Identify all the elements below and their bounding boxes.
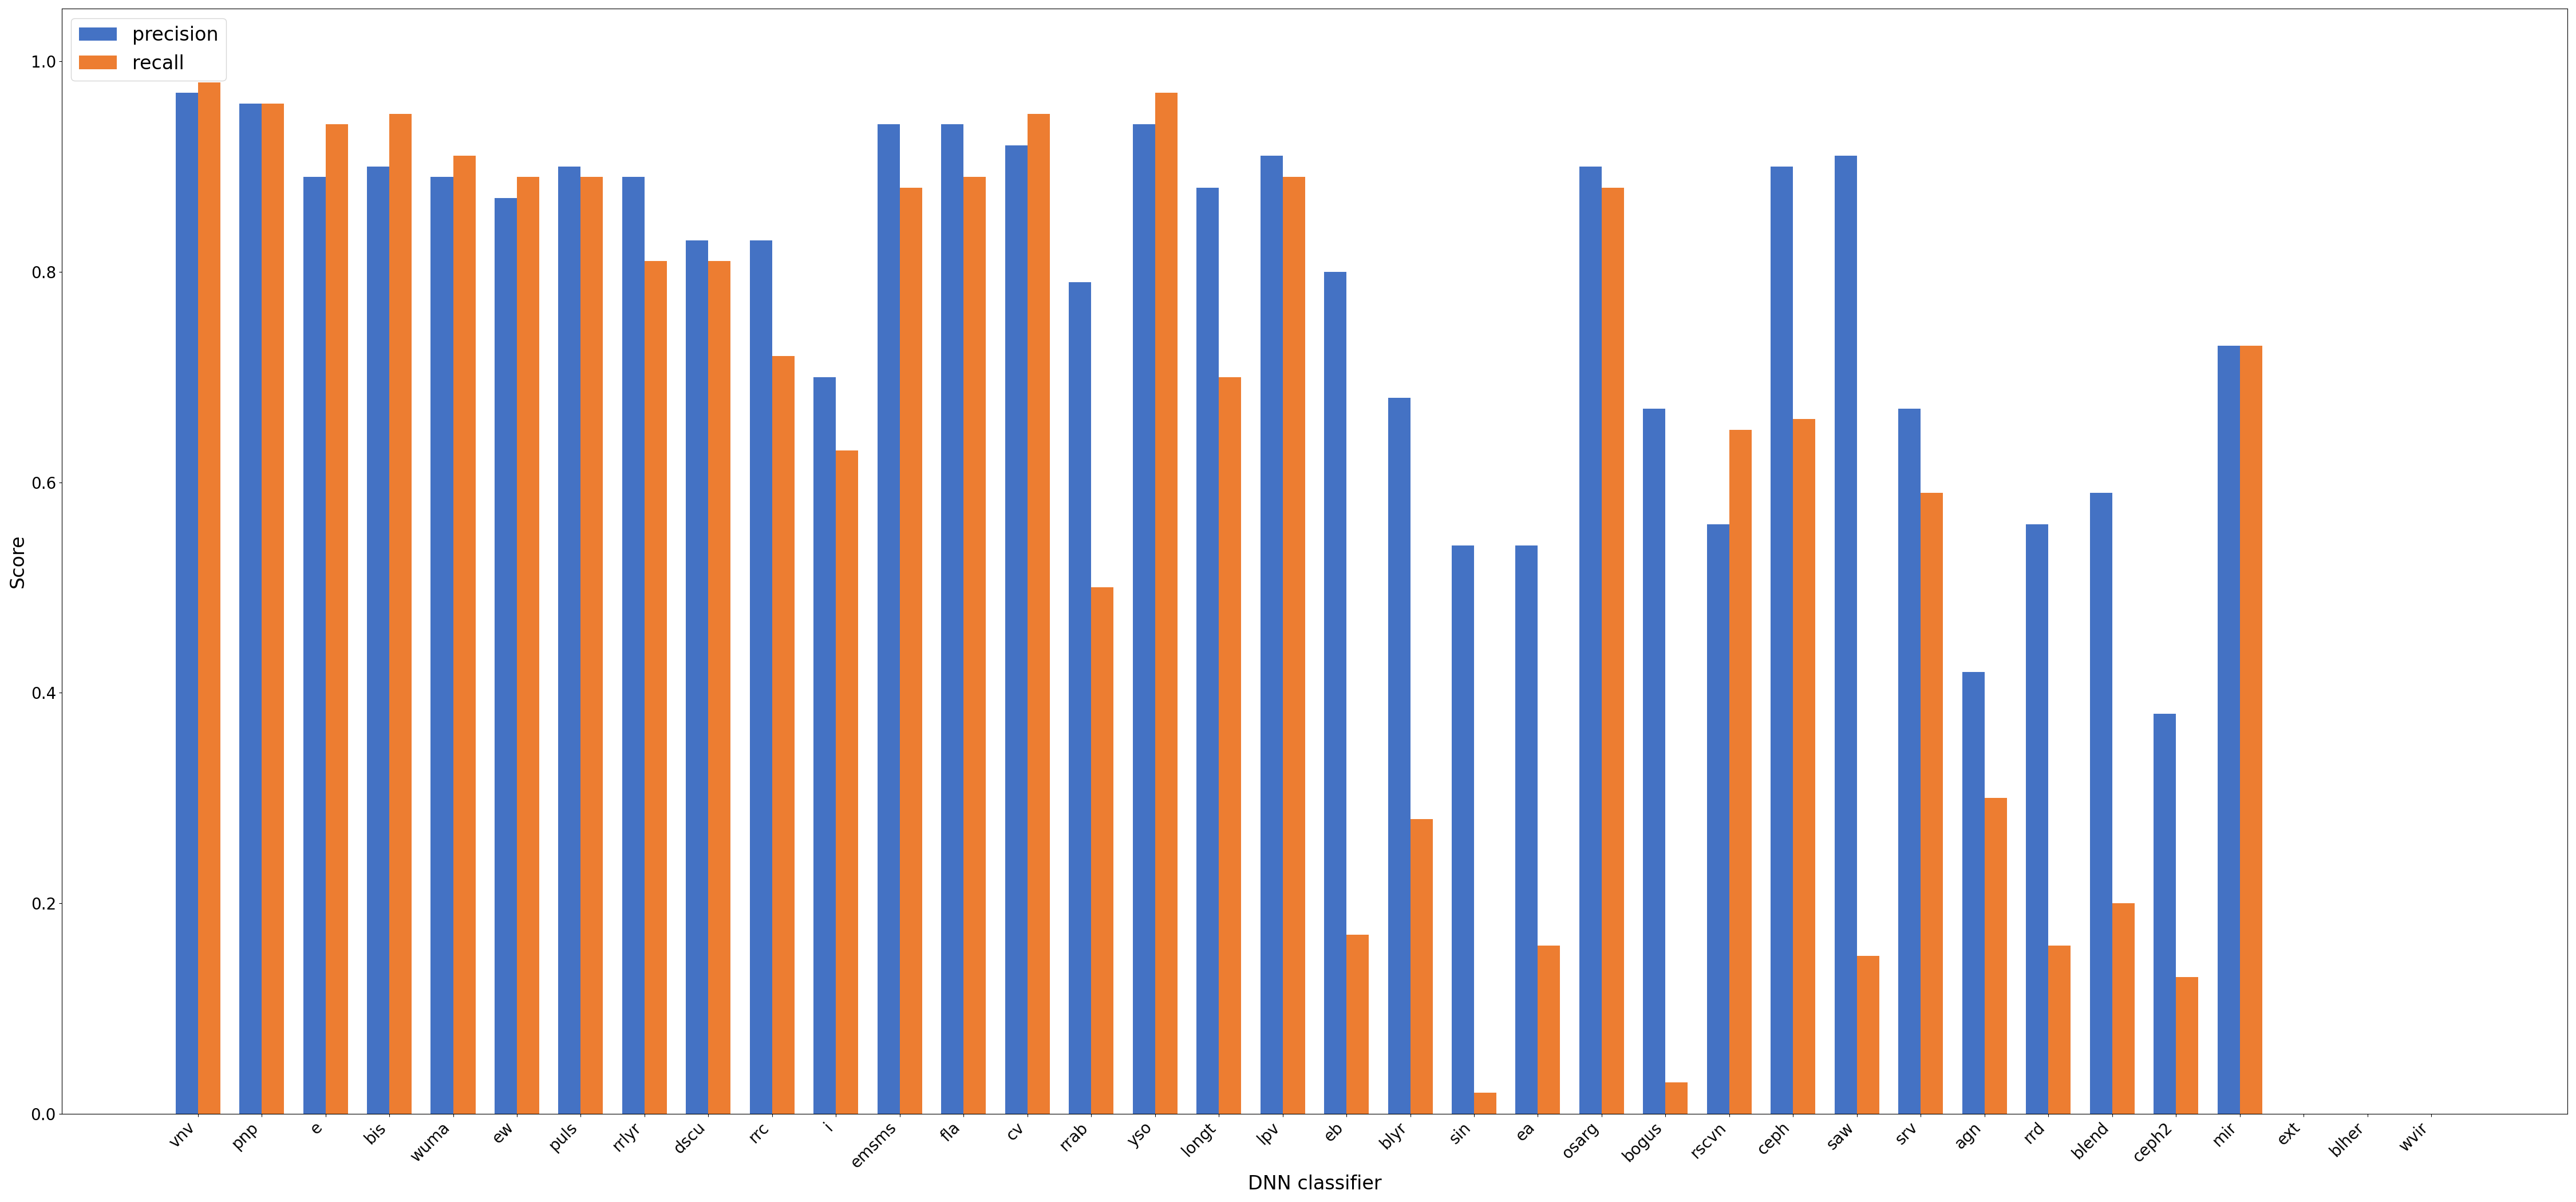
Bar xyxy=(750,240,773,1114)
Bar xyxy=(304,177,325,1114)
Bar xyxy=(1324,272,1347,1114)
Bar xyxy=(2089,493,2112,1114)
Bar xyxy=(773,356,793,1114)
Bar xyxy=(1602,188,1623,1114)
Bar xyxy=(1643,409,1667,1114)
Bar xyxy=(580,177,603,1114)
Bar xyxy=(708,261,732,1114)
Bar xyxy=(1899,409,1922,1114)
Bar xyxy=(1283,177,1306,1114)
Bar xyxy=(685,240,708,1114)
Bar xyxy=(1834,156,1857,1114)
Bar xyxy=(1092,588,1113,1114)
Bar xyxy=(175,93,198,1114)
Bar xyxy=(1857,956,1880,1114)
Bar xyxy=(963,177,987,1114)
Bar xyxy=(1195,188,1218,1114)
Bar xyxy=(1133,124,1154,1114)
X-axis label: DNN classifier: DNN classifier xyxy=(1247,1174,1381,1194)
Bar xyxy=(1728,429,1752,1114)
Bar xyxy=(495,198,518,1114)
Bar xyxy=(1028,114,1048,1114)
Bar xyxy=(2239,345,2262,1114)
Bar xyxy=(430,177,453,1114)
Bar xyxy=(1347,935,1368,1114)
Bar xyxy=(2154,714,2177,1114)
Bar xyxy=(198,82,219,1114)
Bar xyxy=(389,114,412,1114)
Bar xyxy=(1515,546,1538,1114)
Bar xyxy=(366,167,389,1114)
Bar xyxy=(1388,398,1409,1114)
Bar xyxy=(1963,672,1984,1114)
Bar xyxy=(1793,419,1816,1114)
Bar xyxy=(2177,977,2197,1114)
Bar xyxy=(837,451,858,1114)
Bar xyxy=(878,124,899,1114)
Bar xyxy=(2025,524,2048,1114)
Bar xyxy=(1260,156,1283,1114)
Bar xyxy=(559,167,580,1114)
Bar xyxy=(1005,145,1028,1114)
Bar xyxy=(899,188,922,1114)
Bar xyxy=(1473,1093,1497,1114)
Bar xyxy=(940,124,963,1114)
Bar xyxy=(1218,377,1242,1114)
Bar xyxy=(623,177,644,1114)
Bar xyxy=(325,124,348,1114)
Bar xyxy=(1708,524,1728,1114)
Bar xyxy=(2218,345,2239,1114)
Bar xyxy=(1579,167,1602,1114)
Bar xyxy=(1922,493,1942,1114)
Bar xyxy=(1154,93,1177,1114)
Bar xyxy=(1538,946,1561,1114)
Bar xyxy=(263,103,283,1114)
Bar xyxy=(1409,819,1432,1114)
Y-axis label: Score: Score xyxy=(8,535,28,588)
Bar xyxy=(1770,167,1793,1114)
Bar xyxy=(1453,546,1473,1114)
Bar xyxy=(1667,1082,1687,1114)
Bar xyxy=(1984,798,2007,1114)
Legend: precision, recall: precision, recall xyxy=(72,18,227,81)
Bar xyxy=(240,103,263,1114)
Bar xyxy=(814,377,837,1114)
Bar xyxy=(518,177,538,1114)
Bar xyxy=(1069,282,1092,1114)
Bar xyxy=(2112,904,2136,1114)
Bar xyxy=(2048,946,2071,1114)
Bar xyxy=(453,156,477,1114)
Bar xyxy=(644,261,667,1114)
